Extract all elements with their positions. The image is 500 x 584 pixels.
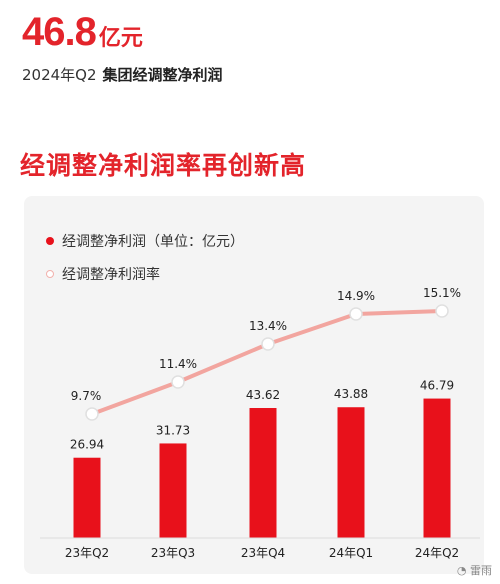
bar-value-label: 26.94 xyxy=(70,438,104,452)
margin-value-label: 9.7% xyxy=(71,389,102,403)
legend-line-swatch xyxy=(46,270,54,278)
x-tick-label: 24年Q2 xyxy=(415,546,459,560)
legend-line-label: 经调整净利润率 xyxy=(62,267,160,283)
headline: 46.8 亿元 xyxy=(22,10,143,55)
bar-value-label: 46.79 xyxy=(420,379,454,393)
x-tick-label: 23年Q4 xyxy=(241,546,285,560)
margin-point-3 xyxy=(261,337,275,351)
x-tick-label: 23年Q3 xyxy=(151,546,195,560)
watermark-text: 雷雨 xyxy=(470,564,492,577)
weibo-icon: ◔ xyxy=(456,564,467,577)
bar-value-label: 43.62 xyxy=(246,388,280,402)
bar-5 xyxy=(423,398,451,538)
margin-point-4 xyxy=(349,307,363,321)
margin-value-label: 14.9% xyxy=(337,289,375,303)
headline-value: 46.8 xyxy=(22,10,97,54)
legend-bar-label: 经调整净利润（单位：亿元） xyxy=(62,234,244,250)
headline-unit: 亿元 xyxy=(98,26,143,51)
watermark: ◔ 雷雨 xyxy=(457,562,492,578)
margin-value-label: 13.4% xyxy=(249,319,287,333)
subheadline: 2024年Q2 集团经调整净利润 xyxy=(22,64,223,85)
bar-value-label: 31.73 xyxy=(156,423,190,437)
bar-4 xyxy=(337,407,365,538)
subheadline-metric: 集团经调整净利润 xyxy=(102,66,223,84)
x-tick-label: 24年Q1 xyxy=(329,546,373,560)
legend-item-line: 经调整净利润率 xyxy=(46,263,244,285)
x-tick-label: 23年Q2 xyxy=(65,546,109,560)
bar-value-label: 43.88 xyxy=(334,387,368,401)
legend-bar-swatch xyxy=(46,237,54,245)
bar-1 xyxy=(73,457,101,538)
subheadline-period: 2024年Q2 xyxy=(22,66,97,84)
margin-point-5 xyxy=(435,304,449,318)
bar-2 xyxy=(159,443,187,538)
section-title: 经调整净利润率再创新高 xyxy=(20,151,307,180)
chart-legend: 经调整净利润（单位：亿元） 经调整净利润率 xyxy=(46,230,244,296)
margin-point-2 xyxy=(171,375,185,389)
margin-value-label: 11.4% xyxy=(159,357,197,371)
margin-value-label: 15.1% xyxy=(423,286,461,300)
bar-3 xyxy=(249,408,277,538)
legend-item-bars: 经调整净利润（单位：亿元） xyxy=(46,230,244,252)
margin-point-1 xyxy=(85,407,99,421)
